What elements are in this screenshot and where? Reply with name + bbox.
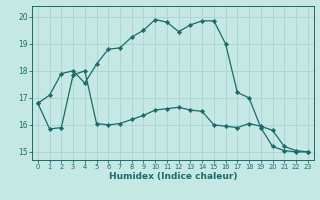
X-axis label: Humidex (Indice chaleur): Humidex (Indice chaleur) <box>108 172 237 181</box>
